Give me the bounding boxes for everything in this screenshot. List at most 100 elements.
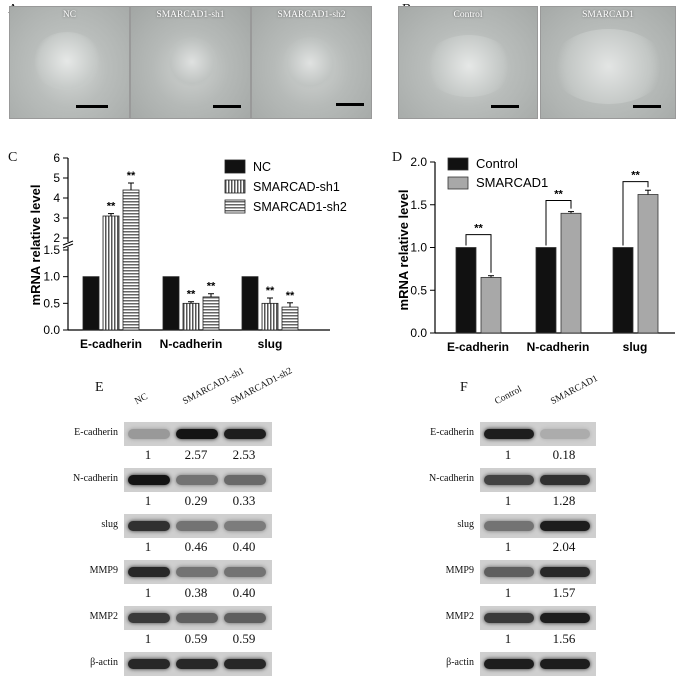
blot-strip xyxy=(480,652,596,676)
bar xyxy=(122,189,140,331)
scale-bar xyxy=(213,105,241,108)
legend-swatch xyxy=(447,157,469,171)
bar xyxy=(281,306,299,331)
blot-band xyxy=(176,613,218,623)
blot-band xyxy=(176,659,218,669)
blot-strip xyxy=(124,606,272,630)
bar xyxy=(162,276,180,331)
micrograph-caption: SMARCAD1-sh2 xyxy=(277,10,346,20)
bar xyxy=(535,247,557,334)
quantification-value: 2.57 xyxy=(184,447,208,462)
lane-label: Control xyxy=(493,384,524,407)
blot-band xyxy=(128,567,170,577)
scale-bar xyxy=(336,103,364,106)
blot-band xyxy=(128,659,170,669)
x-tick-label: N-cadherin xyxy=(160,337,223,351)
bar xyxy=(202,296,220,331)
y-tick-label: 0.0 xyxy=(43,323,60,337)
blot-strip xyxy=(480,468,596,492)
blot-band xyxy=(484,567,534,577)
quantification-value: 0.59 xyxy=(232,631,256,646)
micrograph-caption: SMARCAD1 xyxy=(582,10,634,20)
y-tick-label: 6 xyxy=(53,151,60,165)
bar xyxy=(455,247,477,334)
blot-strip xyxy=(480,560,596,584)
blot-band xyxy=(540,429,590,439)
blot-band xyxy=(176,567,218,577)
blot-band xyxy=(128,521,170,531)
significance-label: ** xyxy=(187,289,196,301)
quantification-value: 1.56 xyxy=(552,631,576,646)
blot-band xyxy=(224,429,266,439)
blot-band xyxy=(540,567,590,577)
quantification-value: 0.59 xyxy=(184,631,208,646)
x-tick-label: E-cadherin xyxy=(447,340,509,354)
quantification-value: 2.04 xyxy=(552,539,576,554)
panel-label-c: C xyxy=(8,150,18,165)
blot-strip xyxy=(480,422,596,446)
y-tick-label: 3 xyxy=(53,211,60,225)
scale-bar xyxy=(491,105,519,108)
y-tick-label: 2 xyxy=(53,231,60,245)
significance-label: ** xyxy=(266,285,275,297)
x-tick-label: N-cadherin xyxy=(527,340,590,354)
bar xyxy=(102,215,120,331)
bar xyxy=(480,277,502,334)
significance-label: ** xyxy=(107,201,116,213)
micrograph-caption: SMARCAD1-sh1 xyxy=(156,10,225,20)
legend-label: NC xyxy=(253,160,271,174)
y-tick-label: 0.0 xyxy=(410,326,427,340)
blot-protein-label: β-actin xyxy=(446,657,474,668)
blot-strip xyxy=(124,468,272,492)
blot-protein-label: N-cadherin xyxy=(73,473,118,484)
y-tick-label: 1.0 xyxy=(43,270,60,284)
panel-label-e: E xyxy=(95,380,104,395)
significance-label: ** xyxy=(554,188,563,200)
quantification-value: 0.29 xyxy=(184,493,208,508)
x-tick-label: E-cadherin xyxy=(80,337,142,351)
blot-protein-label: E-cadherin xyxy=(74,427,118,438)
legend-label: SMARCAD1-sh2 xyxy=(253,200,347,214)
significance-label: ** xyxy=(286,290,295,302)
panel-label-f: F xyxy=(460,380,468,395)
quantification-value: 1 xyxy=(144,493,152,508)
bar xyxy=(612,247,634,334)
blot-protein-label: slug xyxy=(457,519,474,530)
micrograph-sh1: SMARCAD1-sh1 xyxy=(130,6,251,119)
blot-band xyxy=(540,475,590,485)
chart-d: 0.0 0.5 1.0 1.5 2.0 mRNA relative level ** E-ca… xyxy=(396,155,675,354)
significance-label: ** xyxy=(474,223,483,235)
blot-band xyxy=(540,521,590,531)
micrograph-caption: Control xyxy=(453,10,483,20)
legend-swatch xyxy=(224,159,246,174)
blot-protein-label: β-actin xyxy=(90,657,118,668)
bar xyxy=(560,212,582,334)
blot-band xyxy=(484,659,534,669)
legend-label: Control xyxy=(476,156,518,171)
micrograph-smarcad1: SMARCAD1 xyxy=(540,6,676,119)
blot-strip xyxy=(124,422,272,446)
blot-strip xyxy=(124,514,272,538)
y-tick-label: 2.0 xyxy=(410,155,427,169)
blot-band xyxy=(540,659,590,669)
quantification-value: 1 xyxy=(504,447,512,462)
micrograph-nc: NC xyxy=(9,6,130,119)
quantification-value: 2.53 xyxy=(232,447,256,462)
axis-break-mark xyxy=(62,240,74,246)
significance-label: ** xyxy=(127,170,136,182)
quantification-value: 0.46 xyxy=(184,539,208,554)
legend-swatch xyxy=(224,199,246,214)
blot-protein-label: N-cadherin xyxy=(429,473,474,484)
quantification-value: 0.18 xyxy=(552,447,576,462)
blot-protein-label: MMP2 xyxy=(445,611,474,622)
quantification-value: 1 xyxy=(504,493,512,508)
bar xyxy=(82,276,100,331)
y-axis-label: mRNA relative level xyxy=(396,190,411,311)
quantification-value: 1 xyxy=(144,631,152,646)
bar xyxy=(637,194,659,334)
y-tick-label: 4 xyxy=(53,191,60,205)
y-tick-label: 0.5 xyxy=(43,296,60,310)
legend-swatch xyxy=(224,179,246,194)
scale-bar xyxy=(633,105,661,108)
blot-band xyxy=(176,429,218,439)
